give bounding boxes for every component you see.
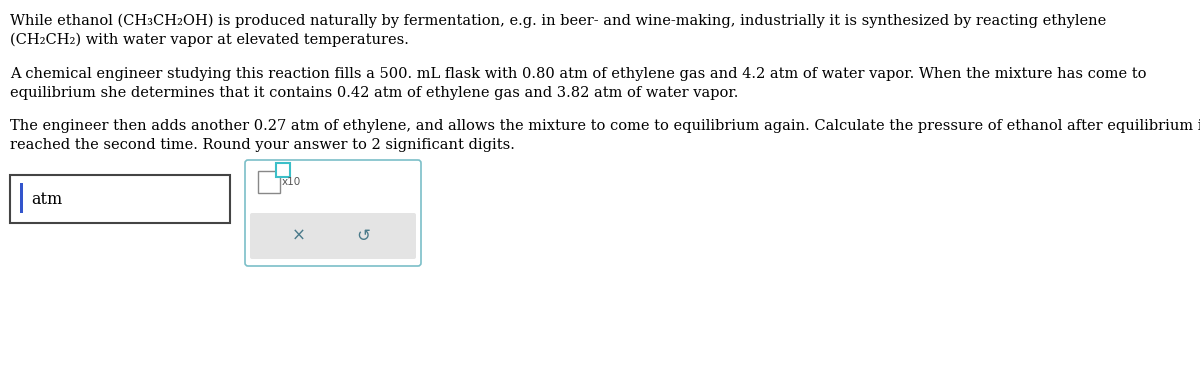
FancyBboxPatch shape: [250, 213, 416, 259]
Text: The engineer then adds another 0.27 atm of ethylene, and allows the mixture to c: The engineer then adds another 0.27 atm …: [10, 119, 1200, 133]
Text: x10: x10: [282, 177, 301, 187]
Text: equilibrium she determines that it contains 0.42 atm of ethylene gas and 3.82 at: equilibrium she determines that it conta…: [10, 86, 738, 100]
Text: While ethanol (CH₃CH₂OH) is produced naturally by fermentation, e.g. in beer- an: While ethanol (CH₃CH₂OH) is produced nat…: [10, 14, 1106, 28]
Bar: [20, 183, 23, 213]
Text: A chemical engineer studying this reaction fills a 500. mL flask with 0.80 atm o: A chemical engineer studying this reacti…: [10, 67, 1146, 81]
Text: reached the second time. Round your answer to 2 significant digits.: reached the second time. Round your answ…: [10, 138, 515, 152]
FancyBboxPatch shape: [245, 160, 421, 266]
Bar: [258, 171, 280, 193]
Bar: [10, 175, 230, 223]
Text: (CH₂CH₂) with water vapor at elevated temperatures.: (CH₂CH₂) with water vapor at elevated te…: [10, 33, 409, 47]
Text: ×: ×: [292, 227, 306, 245]
Bar: [276, 163, 290, 177]
Text: ↺: ↺: [356, 227, 371, 245]
Text: atm: atm: [31, 190, 62, 207]
